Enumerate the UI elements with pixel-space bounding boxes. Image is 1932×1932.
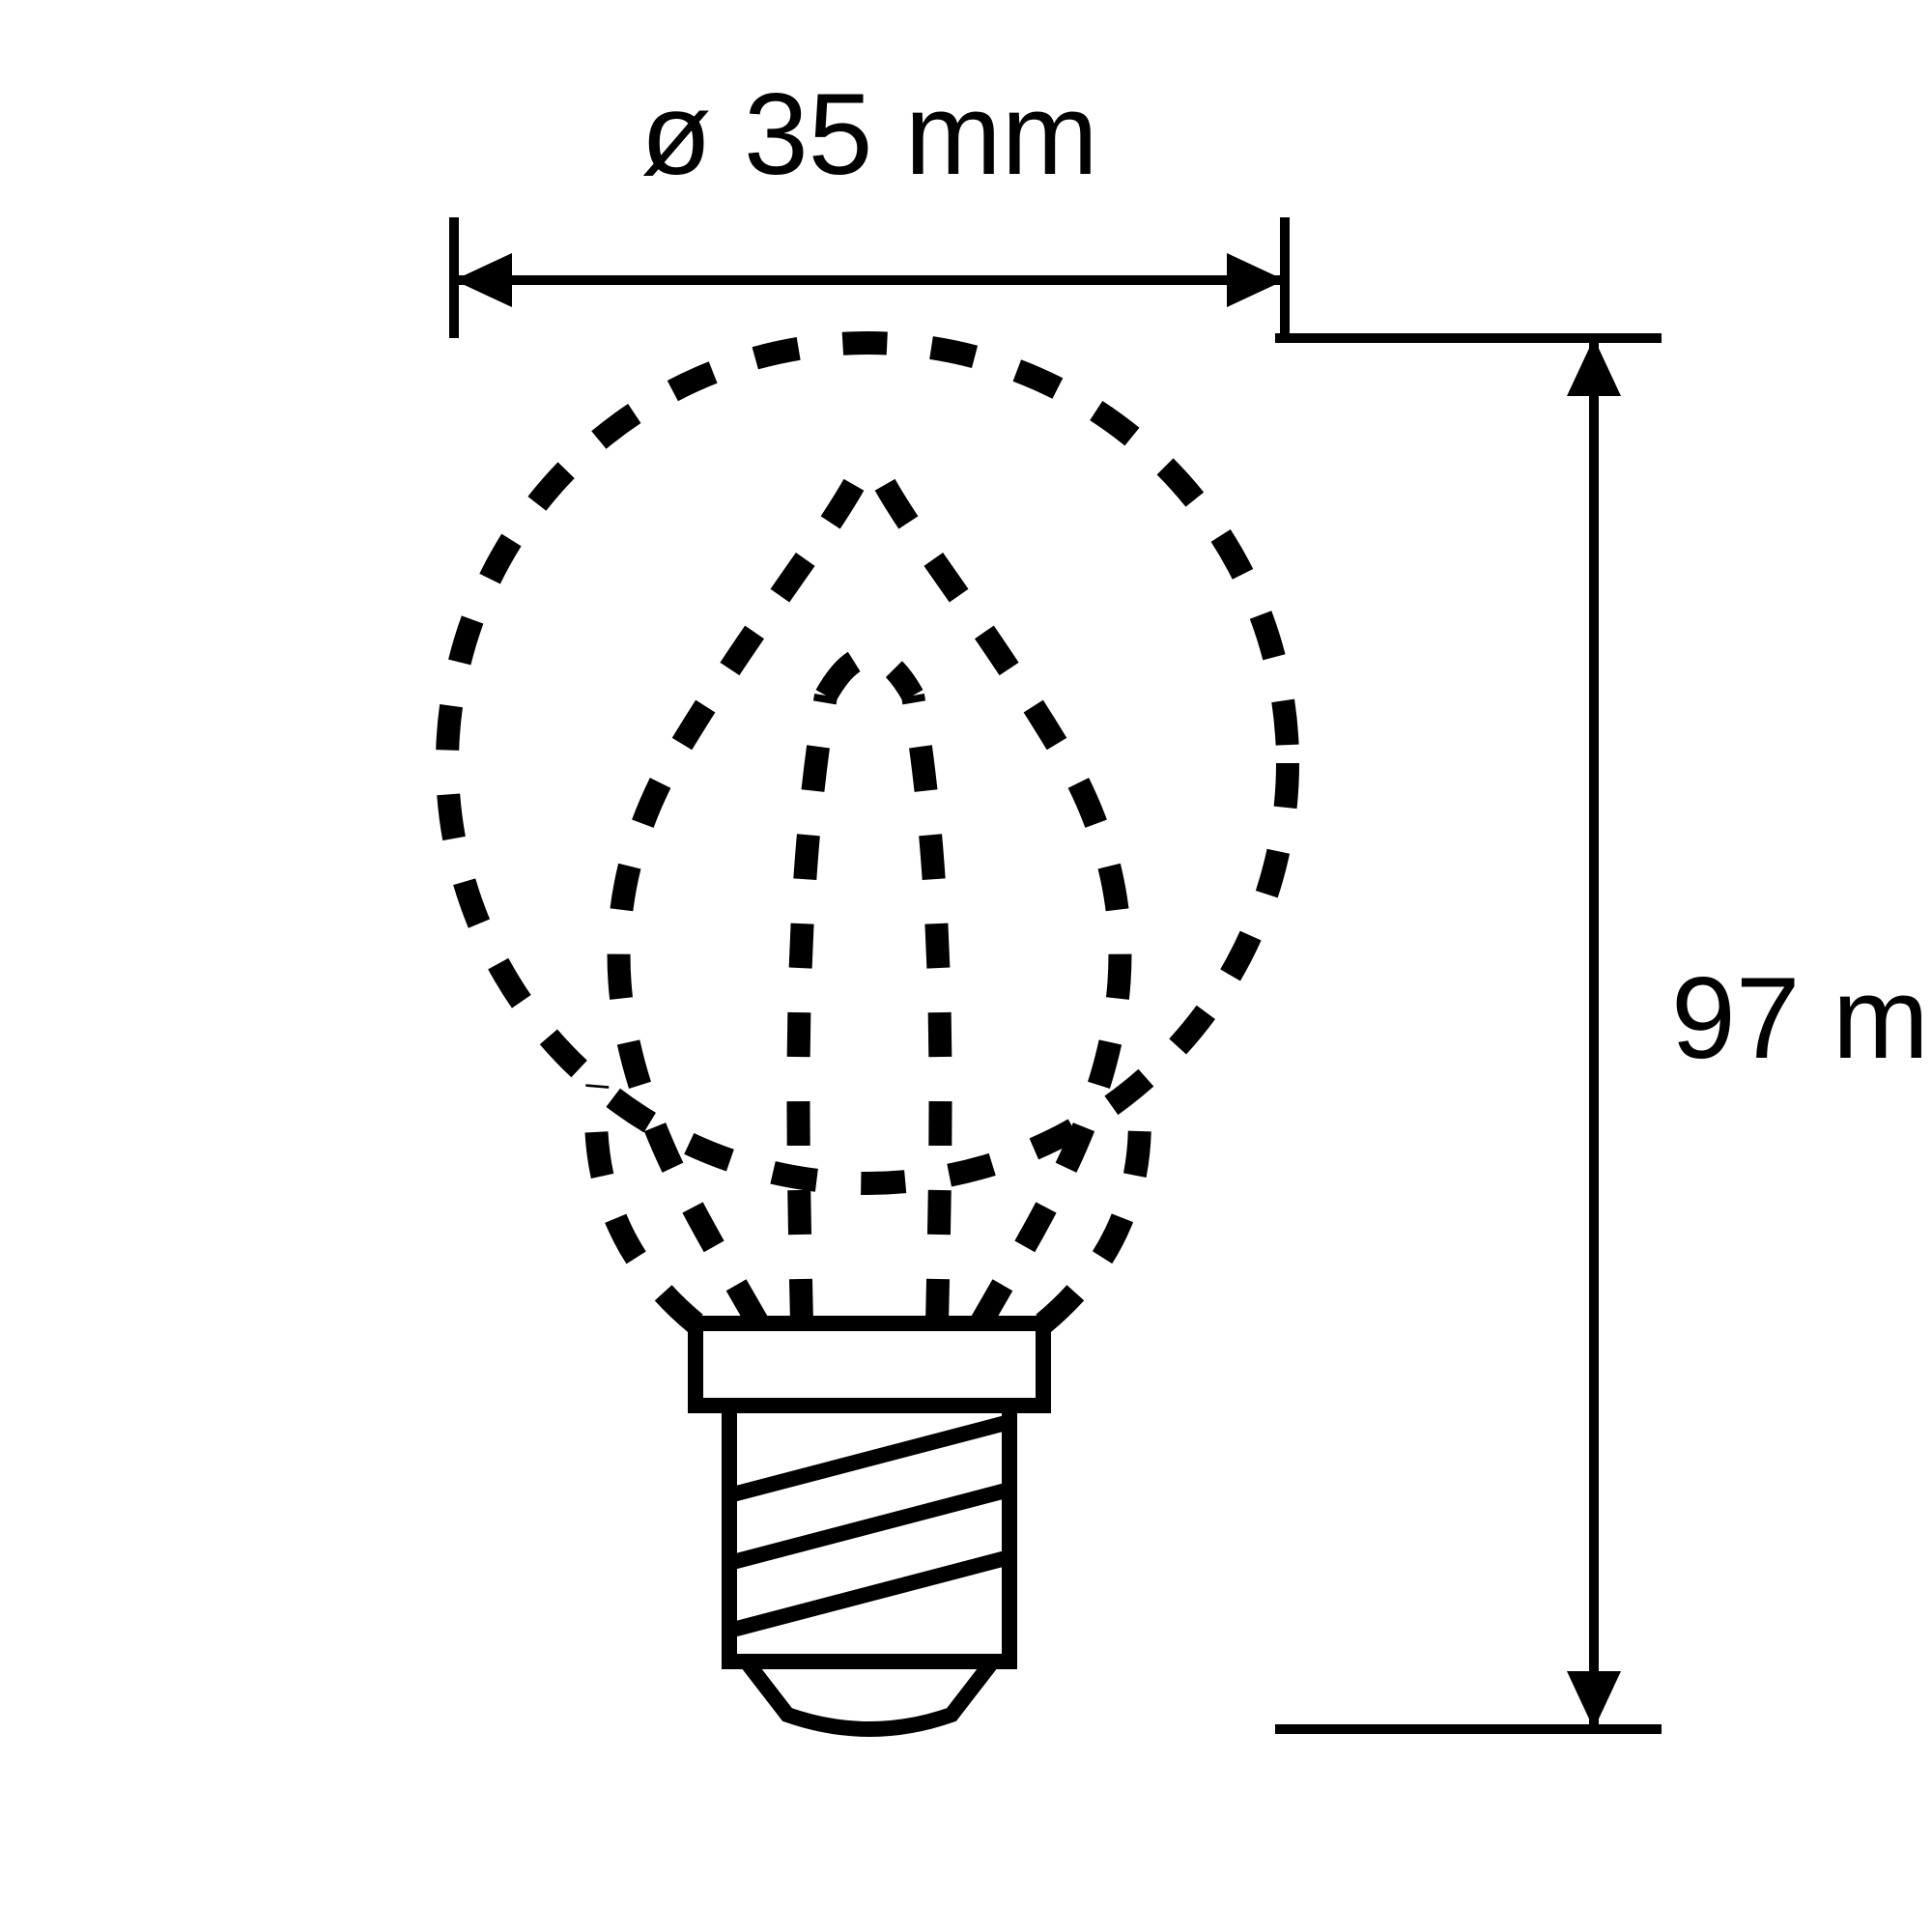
height-arrow-top (1567, 338, 1621, 396)
width-arrow-left (454, 253, 512, 307)
neck-right (1043, 1085, 1140, 1323)
width-arrow-right (1227, 253, 1285, 307)
base-collar (696, 1323, 1043, 1406)
filament-path-0 (619, 454, 869, 1323)
height-dim-label: 97 mm (1671, 953, 1932, 1083)
height-arrow-bottom (1567, 1671, 1621, 1729)
filament-path-3 (913, 696, 941, 1323)
filament-path-1 (869, 454, 1120, 1323)
bulb-outline (447, 343, 1288, 1183)
width-dim-label: ø 35 mm (640, 70, 1097, 199)
filament-path-2 (798, 696, 826, 1323)
base-tip (747, 1662, 993, 1729)
filament-path-4 (826, 657, 913, 696)
